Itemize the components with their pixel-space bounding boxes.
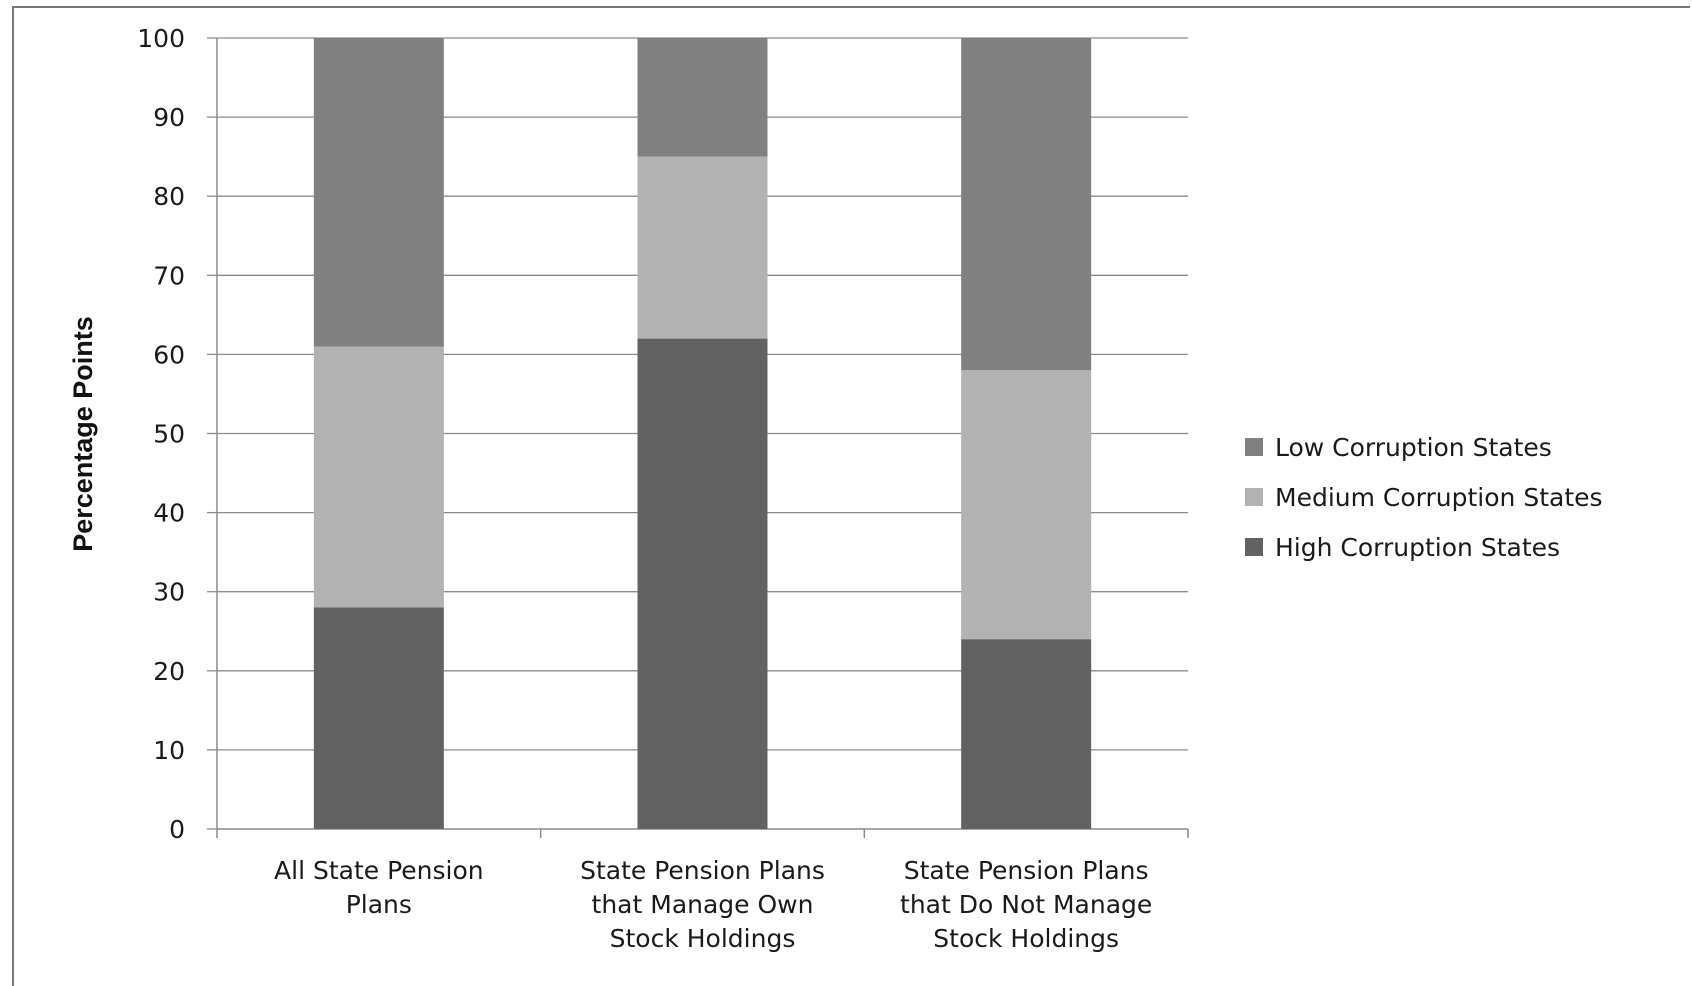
legend-swatch (1245, 538, 1263, 556)
y-tick-label: 50 (153, 420, 185, 449)
chart-frame (12, 6, 1690, 986)
bar-low-corruption-states-3 (961, 38, 1092, 371)
x-category-labels: All State Pension Plans State Pension Plan… (274, 856, 1152, 953)
bar-low-corruption-states-1 (313, 38, 444, 347)
legend-entry-label: High Corruption States (1275, 533, 1560, 562)
legend: Low Corruption States Medium Corruption S… (1245, 433, 1603, 562)
bar-low-corruption-states-2 (637, 38, 768, 157)
y-tick-label: 40 (153, 499, 185, 528)
bar-high-corruption-states-3 (961, 639, 1092, 829)
legend-swatch (1245, 488, 1263, 506)
y-tick-label: 10 (153, 736, 185, 765)
x-category-label: that Manage Own (592, 890, 814, 919)
bar-high-corruption-states-2 (637, 338, 768, 829)
y-tick-label: 20 (153, 657, 185, 686)
legend-swatch (1245, 438, 1263, 456)
y-tick-labels: 0 10 20 30 40 50 60 70 80 90 100 (137, 24, 185, 844)
y-tick-label: 60 (153, 340, 185, 369)
x-category-label: Stock Holdings (933, 924, 1119, 953)
legend-entry-label: Medium Corruption States (1275, 483, 1603, 512)
x-category-label: that Do Not Manage (900, 890, 1152, 919)
y-tick-label: 80 (153, 182, 185, 211)
y-axis-label: Percentage Points (68, 316, 98, 552)
y-tick-label: 100 (137, 24, 185, 53)
bar-medium-corruption-states-1 (313, 346, 444, 608)
x-category-label: State Pension Plans (904, 856, 1149, 885)
bar-medium-corruption-states-3 (961, 370, 1092, 640)
bars (313, 38, 1092, 829)
x-category-label: Stock Holdings (610, 924, 796, 953)
bar-medium-corruption-states-2 (637, 156, 768, 339)
y-tick-label: 70 (153, 261, 185, 290)
x-category-label: All State Pension (274, 856, 484, 885)
y-tick-label: 30 (153, 578, 185, 607)
legend-entry-label: Low Corruption States (1275, 433, 1552, 462)
x-category-label: State Pension Plans (580, 856, 825, 885)
y-tick-label: 90 (153, 103, 185, 132)
y-tick-label: 0 (169, 815, 185, 844)
x-category-label: Plans (346, 890, 412, 919)
bar-high-corruption-states-1 (313, 607, 444, 829)
